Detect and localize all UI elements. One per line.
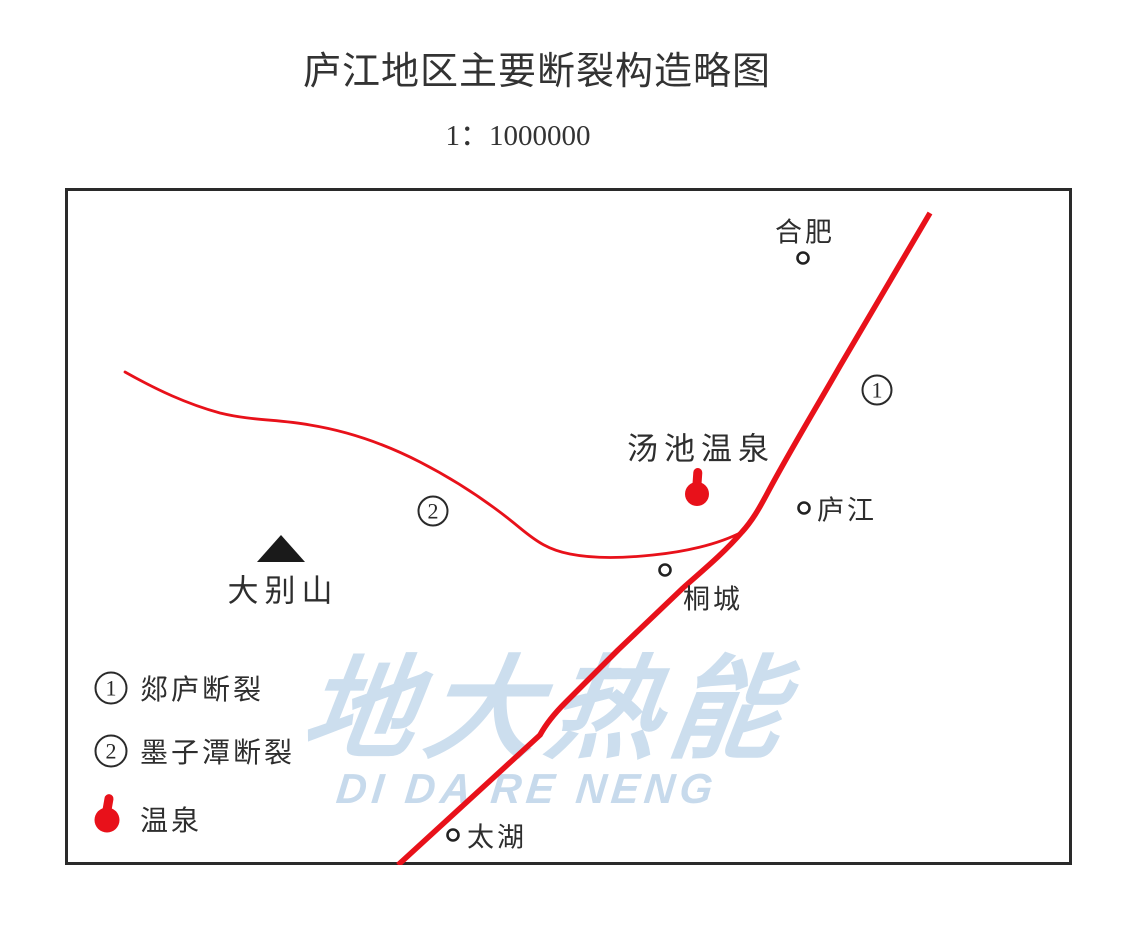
legend-label-hot-spring: 温泉 (140, 806, 203, 837)
label-tangchi-hot-spring: 汤池温泉 (627, 431, 775, 467)
label-tongcheng: 桐城 (683, 584, 743, 615)
map-canvas: 地大热能 DI DA RE NENG 1 2 合肥 庐江 桐城 太湖 汤池 (65, 188, 1072, 865)
label-taihu: 太湖 (467, 822, 527, 853)
label-hefei: 合肥 (775, 217, 835, 248)
map-border (65, 188, 1072, 865)
label-dabieshan: 大别山 (227, 573, 339, 609)
fault-marker-2: 2 (417, 495, 449, 527)
city-marker-tongcheng (658, 563, 672, 577)
legend-symbol-2: 2 (94, 734, 128, 768)
city-marker-lujiang (797, 501, 811, 515)
label-lujiang: 庐江 (817, 495, 877, 526)
legend-label-mozitan-fault: 墨子潭断裂 (140, 738, 296, 769)
hot-spring-icon-map (685, 468, 709, 506)
fault-marker-1: 1 (861, 374, 893, 406)
fault-line-mozitan (123, 370, 744, 559)
legend-label-tanlu-fault: 郯庐断裂 (140, 675, 265, 706)
map-scale: 1：1000000 (445, 120, 591, 152)
city-marker-taihu (446, 828, 460, 842)
hot-spring-icon-legend (94, 794, 120, 833)
mountain-triangle-icon (257, 535, 305, 562)
legend-symbol-1: 1 (94, 671, 128, 705)
page-title: 庐江地区主要断裂构造略图 (302, 51, 772, 93)
map-linework (65, 188, 1072, 865)
fault-line-tanlu (396, 211, 933, 865)
city-marker-hefei (796, 251, 810, 265)
